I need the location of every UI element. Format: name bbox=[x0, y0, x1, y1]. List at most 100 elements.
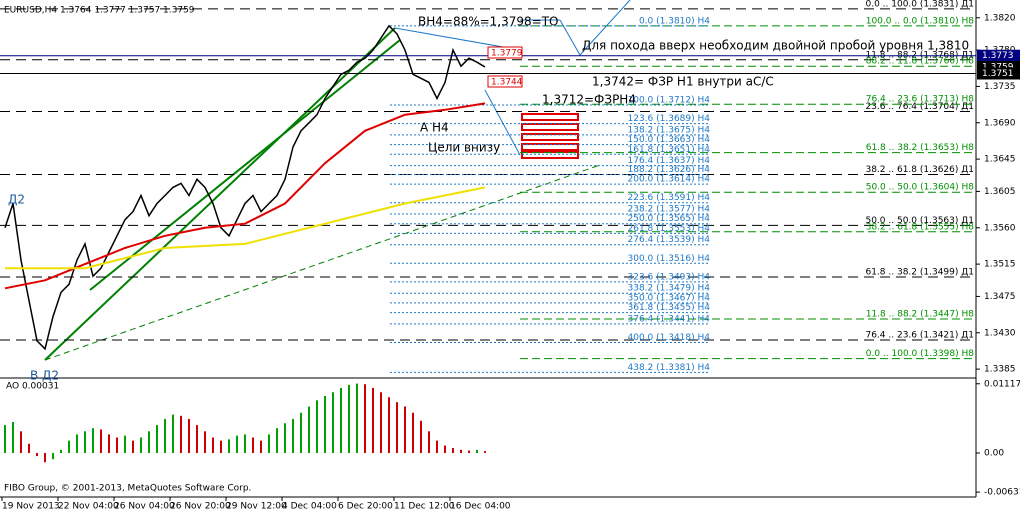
ao-bar bbox=[68, 440, 70, 453]
chart-title: EURUSD,H4 1.3764 1.3777 1.3757 1.3759 bbox=[4, 6, 195, 16]
fib-label: 76.4 .. 23.6 (1.3713) H8 bbox=[866, 95, 975, 105]
ao-bar bbox=[148, 431, 150, 453]
y-tick-label: 1.3605 bbox=[984, 187, 1016, 197]
price-line bbox=[5, 186, 486, 270]
ao-bar bbox=[84, 431, 86, 453]
price-line bbox=[4, 24, 486, 351]
ao-bar bbox=[12, 422, 14, 453]
fib-label: 76.4 .. 23.6 (1.3421) Д1 bbox=[865, 331, 974, 341]
fib-label: 100.0 (1.3712) H4 bbox=[628, 96, 711, 106]
fib-label: 323.6 (1.3493) H4 bbox=[628, 272, 711, 282]
fib-label: 88.2 .. 11.8 (1.3760) H8 bbox=[866, 57, 975, 67]
ao-bar bbox=[468, 450, 470, 453]
annotation: Д2 bbox=[8, 193, 25, 207]
fib-label: 23.6 .. 76.4 (1.3704) Д1 bbox=[865, 102, 974, 112]
annotation: A H4 bbox=[420, 121, 449, 135]
ao-bar bbox=[100, 429, 102, 453]
ao-bar bbox=[108, 434, 110, 453]
fib-label: 0.0 .. 100.0 (1.3831) Д1 bbox=[865, 0, 974, 9]
target-box bbox=[521, 143, 579, 151]
fib-label: 238.2 (1.3577) H4 bbox=[628, 205, 711, 215]
fib-label: 11.8 .. 88.2 (1.3447) H8 bbox=[866, 310, 975, 320]
x-tick-label: 4 Dec 04:00 bbox=[282, 502, 337, 512]
fib-label: 176.4 (1.3637) H4 bbox=[628, 156, 711, 166]
trend-lines bbox=[44, 0, 631, 361]
x-tick-label: 29 Nov 12:00 bbox=[226, 502, 287, 512]
ao-bar bbox=[444, 445, 446, 453]
price-tag-label: 1.3773 bbox=[982, 51, 1014, 61]
price-box bbox=[487, 46, 523, 59]
fib-label: 400.0 (1.3418) H4 bbox=[628, 333, 711, 343]
annotation: В Д2 bbox=[30, 369, 59, 383]
ao-bar bbox=[476, 449, 478, 453]
ao-bar bbox=[276, 428, 278, 453]
ao-bar bbox=[460, 449, 462, 453]
ao-bar bbox=[364, 384, 366, 453]
ao-bar bbox=[52, 452, 54, 460]
price-line bbox=[4, 102, 486, 290]
y-tick-label: 1.3690 bbox=[984, 118, 1016, 128]
annotation: Для похода вверх необходим двойной пробо… bbox=[582, 39, 969, 53]
ao-bar bbox=[124, 435, 126, 453]
ao-bar bbox=[404, 406, 406, 453]
fib-label: 376.4 (1.3441) H4 bbox=[628, 314, 711, 324]
fib-label: 188.2 (1.3626) H4 bbox=[628, 165, 711, 175]
ao-bar bbox=[260, 440, 262, 453]
annotation: 1,3712=ФЗРН4 bbox=[542, 93, 636, 107]
fib-label: 100.0 .. 0.0 (1.3810) H8 bbox=[866, 16, 975, 26]
price-tag bbox=[977, 49, 1020, 62]
ao-bar bbox=[132, 440, 134, 453]
x-tick-label: 16 Dec 04:00 bbox=[450, 502, 511, 512]
fib-label: 150.0 (1.3663) H4 bbox=[628, 135, 711, 145]
ao-bar bbox=[380, 392, 382, 453]
ao-tick-label: 0.00 bbox=[984, 448, 1004, 458]
ao-bar bbox=[92, 428, 94, 453]
ao-bar bbox=[316, 400, 318, 453]
fib-label: 300.0 (1.3516) H4 bbox=[628, 254, 711, 264]
x-tick-label: 22 Nov 04:00 bbox=[58, 502, 119, 512]
ao-bar bbox=[388, 397, 390, 453]
ao-bar bbox=[372, 387, 374, 453]
fib-label: 38.2 .. 61.8 (1.3626) Д1 bbox=[865, 165, 974, 175]
ao-bar bbox=[76, 434, 78, 453]
ao-bar bbox=[396, 402, 398, 453]
fib-label: 161.8 (1.3651) H4 bbox=[628, 145, 711, 155]
ao-bar bbox=[116, 437, 118, 453]
fib-label: 338.2 (1.3479) H4 bbox=[628, 284, 711, 294]
ao-bar bbox=[172, 414, 174, 453]
ao-bar bbox=[188, 418, 190, 453]
ao-bar bbox=[348, 384, 350, 453]
ao-bar bbox=[220, 440, 222, 453]
ao-bar bbox=[420, 420, 422, 453]
fib-label: 361.8 (1.3455) H4 bbox=[628, 303, 711, 313]
ao-bar bbox=[292, 418, 294, 453]
ao-bar bbox=[340, 387, 342, 453]
ao-bar bbox=[20, 431, 22, 453]
ao-bar bbox=[44, 452, 46, 463]
ao-bar bbox=[412, 412, 414, 453]
annotation: Цели внизу bbox=[428, 141, 500, 155]
ao-tick-label: -0.00631 bbox=[984, 488, 1020, 498]
target-box bbox=[521, 133, 579, 141]
annotation: 1.3779 bbox=[491, 49, 523, 59]
x-tick-label: 11 Dec 12:00 bbox=[394, 502, 455, 512]
fib-label: 223.6 (1.3591) H4 bbox=[628, 193, 711, 203]
y-tick-label: 1.3430 bbox=[984, 328, 1016, 338]
trend-line bbox=[44, 164, 601, 361]
ao-bar bbox=[308, 406, 310, 453]
ao-bar bbox=[204, 431, 206, 453]
y-tick-label: 1.3515 bbox=[984, 260, 1016, 270]
price-tag bbox=[977, 67, 1020, 80]
fib-label: 50.0 .. 50.0 (1.3604) H8 bbox=[866, 183, 975, 193]
pointer-line bbox=[559, 0, 631, 56]
y-tick-label: 1.3475 bbox=[984, 292, 1016, 302]
target-box bbox=[521, 151, 579, 159]
fib-label: 0.0 (1.3810) H4 bbox=[639, 16, 710, 26]
fib-label: 276.4 (1.3539) H4 bbox=[628, 235, 711, 245]
fib-label: 61.8 .. 38.2 (1.3499) Д1 bbox=[865, 268, 974, 278]
target-box bbox=[521, 113, 579, 121]
y-tick-label: 1.3385 bbox=[984, 365, 1016, 375]
ao-title: AO 0.00031 bbox=[6, 382, 59, 392]
price-box bbox=[487, 75, 523, 88]
fib-label: 261.8 (1.3553) H4 bbox=[628, 224, 711, 234]
